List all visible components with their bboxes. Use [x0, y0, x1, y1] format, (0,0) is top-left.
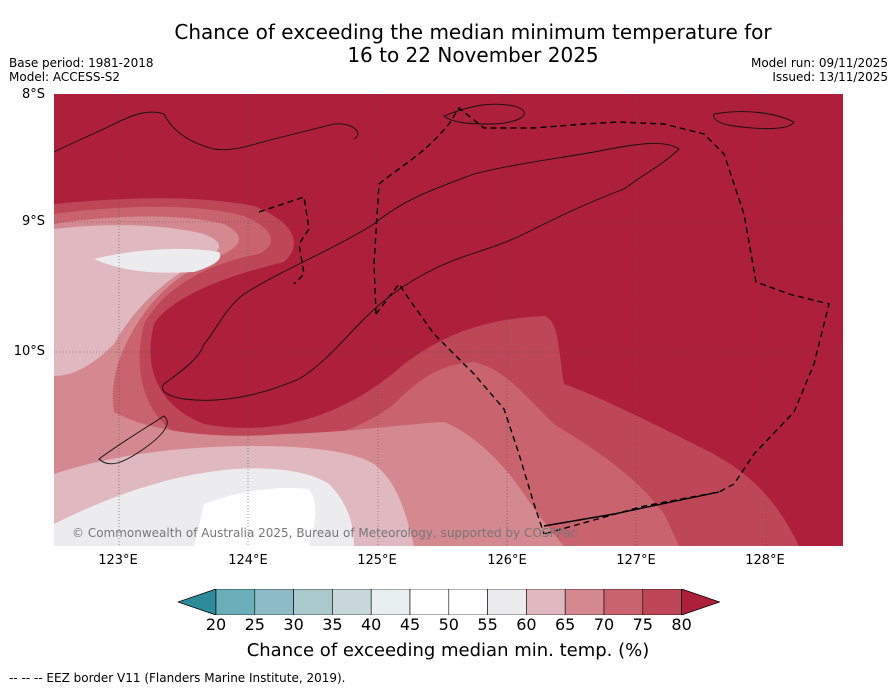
colorbar-tick-label: 40	[361, 615, 382, 634]
colorbar-segment	[448, 589, 488, 615]
colorbar-segment	[215, 589, 256, 615]
chart-title-line-1: Chance of exceeding the median minimum t…	[174, 20, 772, 44]
footer-eez-note: -- -- -- EEZ border V11 (Flanders Marine…	[9, 671, 346, 685]
lat-label-9s: 9°S	[21, 214, 45, 229]
meta-left: Base period: 1981-2018 Model: ACCESS-S2	[9, 56, 154, 84]
colorbar-tick-label: 20	[205, 615, 227, 634]
eez-solid-segment	[543, 491, 720, 527]
colorbar	[178, 589, 720, 615]
colorbar-segment	[293, 589, 333, 615]
chart-title-line-2: 16 to 22 November 2025	[347, 43, 599, 67]
lat-label-8s: 8°S	[21, 87, 45, 102]
colorbar-segment	[332, 589, 372, 615]
colorbar-tick-label: 30	[283, 615, 304, 634]
colorbar-tick-label: 75	[632, 615, 653, 634]
colorbar-segment	[487, 589, 527, 615]
wetar-coastline	[443, 103, 525, 125]
colorbar-segment	[409, 589, 450, 615]
colorbar-segment	[642, 589, 682, 615]
colorbar-segment	[526, 589, 566, 615]
flores-coastline	[54, 111, 359, 153]
timor-coastline	[162, 142, 680, 401]
graticule	[54, 94, 843, 546]
colorbar-tick-label: 25	[244, 615, 265, 634]
colorbar-tick-label: 70	[593, 615, 615, 634]
colorbar-tick-label: 60	[516, 615, 537, 634]
lon-label-123e: 123°E	[98, 553, 138, 568]
lon-label-124e: 124°E	[228, 553, 268, 568]
colorbar-tick-label: 35	[322, 615, 343, 634]
lat-label-10s: 10°S	[13, 344, 45, 359]
colorbar-segment	[370, 589, 411, 615]
band-50-55	[194, 487, 316, 546]
eez-border	[258, 106, 830, 535]
colorbar-tick-label: 50	[438, 615, 459, 634]
lon-label-127e: 127°E	[616, 553, 656, 568]
colorbar-tick-label: 65	[555, 615, 576, 634]
tanimbar-coastline	[713, 111, 795, 130]
issued-date: Issued: 13/11/2025	[772, 70, 888, 84]
colorbar-segment	[564, 589, 605, 615]
lon-label-125e: 125°E	[357, 553, 397, 568]
meta-right: Model run: 09/11/2025 Issued: 13/11/2025	[751, 56, 888, 84]
attribution: © Commonwealth of Australia 2025, Bureau…	[72, 526, 578, 540]
rote-coastline	[98, 415, 168, 465]
colorbar-extend-low	[178, 589, 217, 615]
base-period: Base period: 1981-2018	[9, 56, 154, 70]
colorbar-label: Chance of exceeding median min. temp. (%…	[246, 640, 650, 661]
colorbar-segment	[603, 589, 644, 615]
model-name: Model: ACCESS-S2	[9, 70, 121, 84]
probability-map	[54, 94, 843, 546]
band-60-65	[54, 225, 414, 546]
model-run: Model run: 09/11/2025	[750, 56, 888, 70]
colorbar-tick-label: 55	[477, 615, 498, 634]
lon-label-128e: 128°E	[745, 553, 785, 568]
colorbar-extend-high	[681, 589, 720, 615]
band-55-60	[54, 248, 354, 546]
colorbar-segment	[254, 589, 294, 615]
colorbar-tick-label: 45	[399, 615, 421, 634]
lon-label-126e: 126°E	[487, 553, 527, 568]
colorbar-tick-label: 80	[671, 615, 692, 634]
